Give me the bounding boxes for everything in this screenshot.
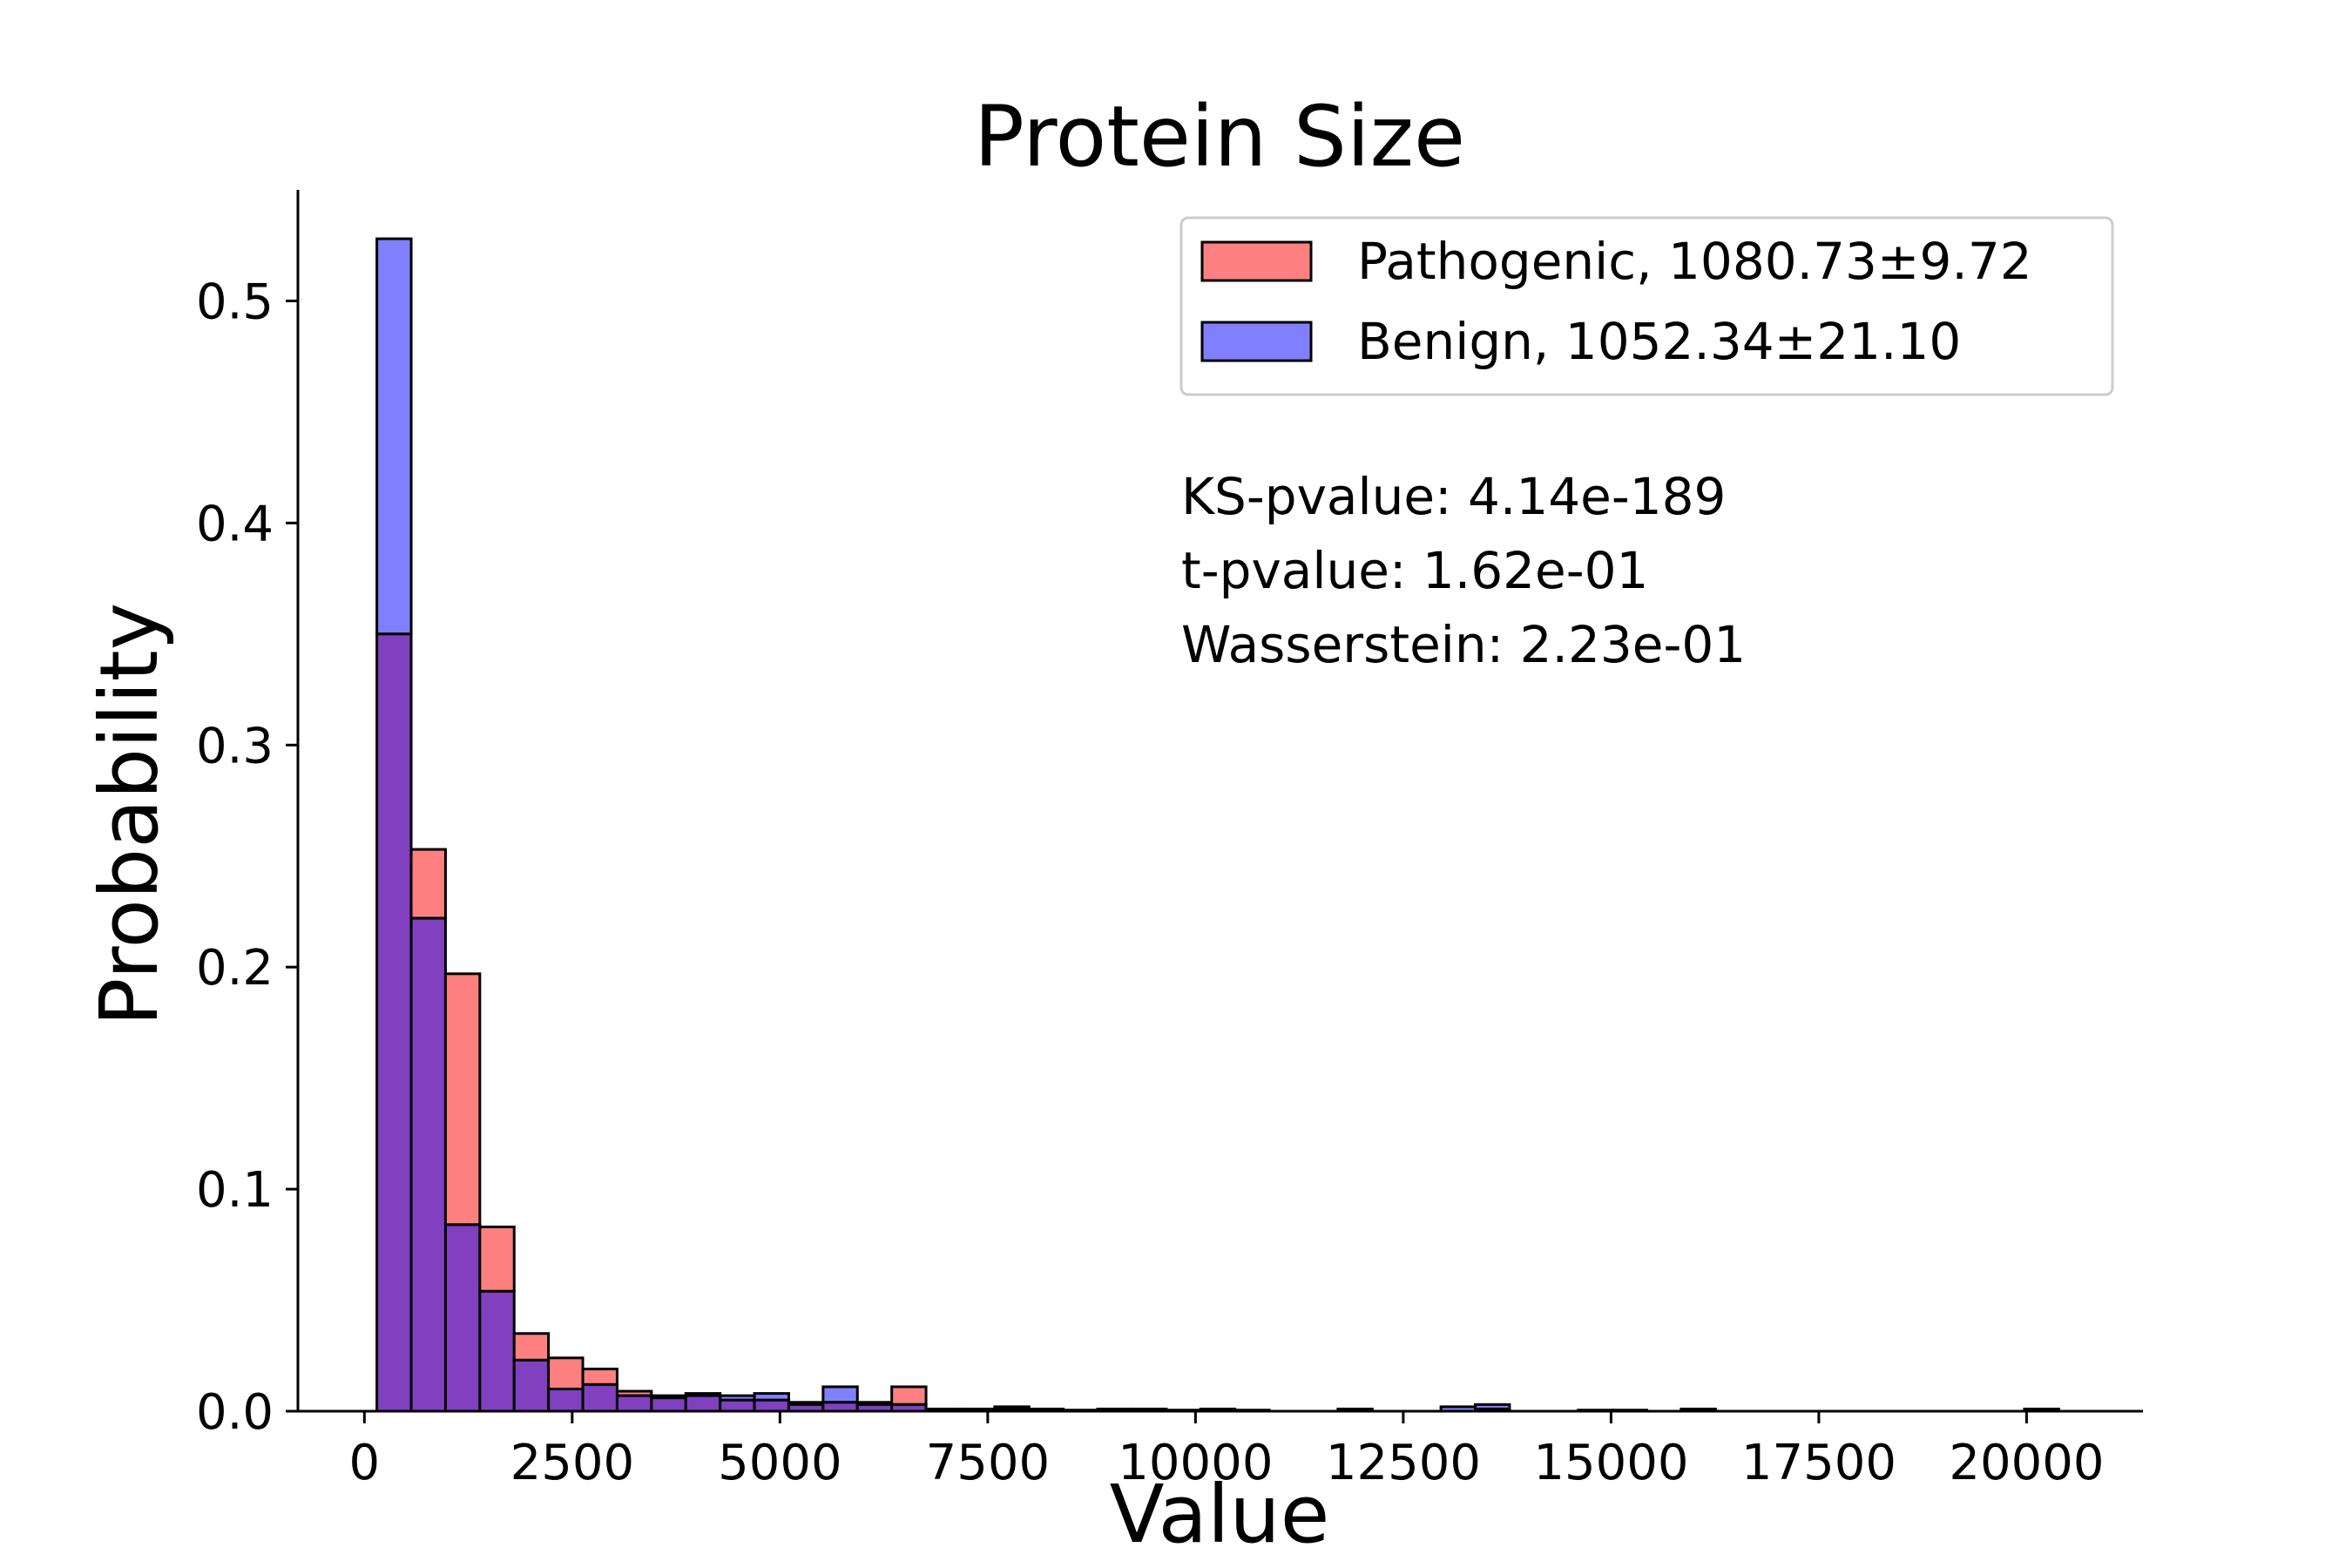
x-axis-label: Value [1110,1468,1330,1561]
bar-pathogenic-1 [409,848,447,920]
ks-pvalue-annotation: KS-pvalue: 4.14e-189 [1181,467,1726,526]
bar-overlap-10 [719,1398,756,1413]
bar-overlap-2 [443,1223,482,1413]
bar-pathogenic-4 [512,1332,551,1362]
bar-overlap-7 [615,1394,653,1413]
x-tick-label: 5000 [718,1435,842,1491]
bar-pathogenic-3 [478,1225,516,1293]
y-tick-label: 0.2 [196,940,274,997]
bar-overlap-5 [547,1388,585,1413]
x-tick-label: 15000 [1533,1435,1688,1491]
x-tick-label: 7500 [926,1435,1051,1491]
legend-frame [1179,216,2114,396]
x-tick-label: 10000 [1118,1435,1273,1491]
bar-overlap-4 [512,1358,551,1413]
y-tick-label: 0.4 [196,496,274,552]
legend-label-benign: Benign, 1052.34±21.10 [1357,312,1961,371]
bar-overlap-13 [821,1401,859,1413]
legend: Pathogenic, 1080.73±9.72 Benign, 1052.34… [1179,216,2114,396]
y-tick-label: 0.0 [196,1384,274,1441]
bar-pathogenic-15 [890,1385,928,1406]
bar-benign-0 [375,237,413,636]
bar-overlap-6 [581,1382,618,1413]
y-axis-label: Probability [83,603,176,1026]
wasserstein-annotation: Wasserstein: 2.23e-01 [1181,615,1746,674]
bar-pathogenic-2 [443,972,482,1227]
legend-swatch-pathogenic [1200,240,1313,282]
x-tick-label: 12500 [1326,1435,1481,1491]
x-tick-label: 0 [349,1435,381,1491]
bar-overlap-0 [375,632,413,1413]
y-tick-label: 0.5 [196,274,274,330]
bar-overlap-11 [753,1398,790,1413]
bar-pathogenic-5 [547,1356,585,1391]
bar-overlap-3 [478,1289,516,1413]
bar-benign-13 [821,1385,859,1404]
legend-swatch-benign [1200,321,1313,362]
x-tick-label: 20000 [1949,1435,2104,1491]
legend-label-pathogenic: Pathogenic, 1080.73±9.72 [1357,232,2032,291]
x-tick-label: 2500 [510,1435,635,1491]
bars-layer [375,237,2060,1413]
bar-overlap-1 [409,916,447,1413]
stats-annotations: KS-pvalue: 4.14e-189 t-pvalue: 1.62e-01 … [1181,467,1746,674]
bar-overlap-8 [650,1396,687,1413]
ticks-layer: 0 2500 5000 7500 10000 12500 15000 17500 20000 0.… [196,274,2105,1491]
axes-layer [296,190,2143,1413]
t-pvalue-annotation: t-pvalue: 1.62e-01 [1181,541,1648,600]
bar-pathogenic-6 [581,1368,618,1386]
x-tick-label: 17500 [1741,1435,1896,1491]
y-tick-label: 0.3 [196,718,274,774]
y-tick-label: 0.1 [196,1162,274,1219]
bar-overlap-9 [684,1394,722,1413]
chart-title: Protein Size [974,88,1465,186]
